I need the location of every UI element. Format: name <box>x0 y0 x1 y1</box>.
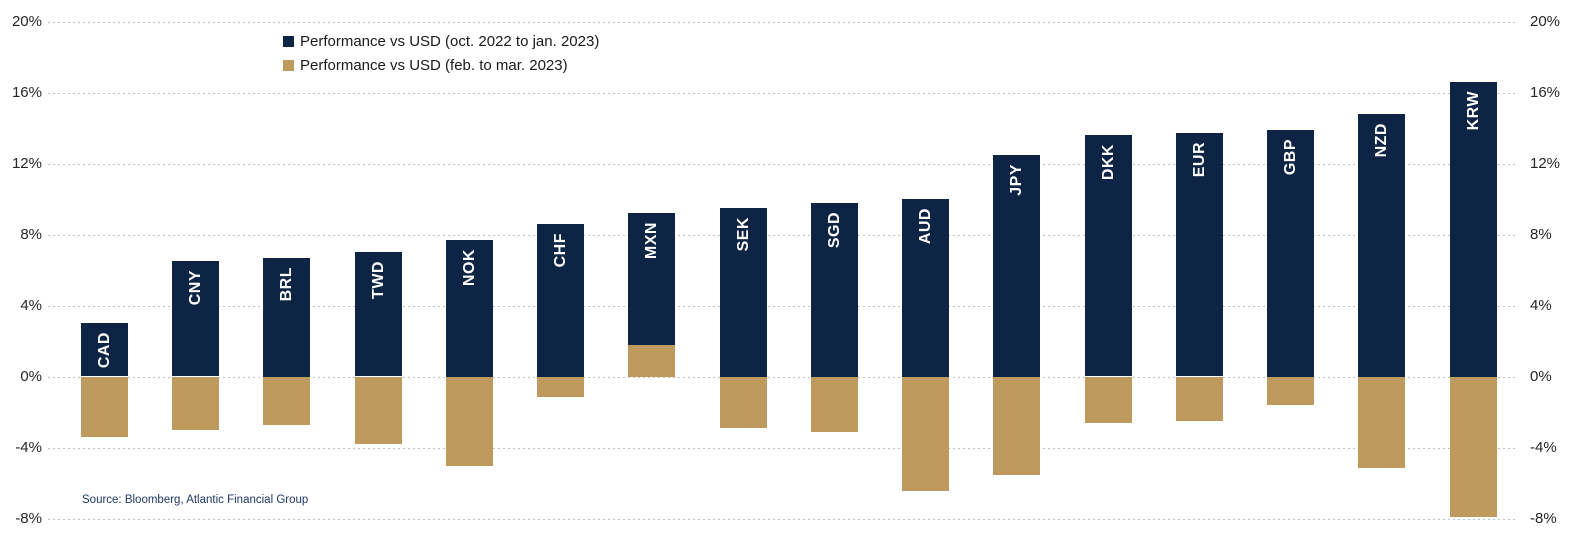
bar-label-nok: NOK <box>460 249 478 287</box>
legend-swatch-tan <box>283 59 294 71</box>
bar-krw-oct-jan: KRW <box>1450 82 1497 377</box>
y-axis-tick-right-12: 12% <box>1530 155 1561 172</box>
bar-chf-feb-mar <box>537 377 584 397</box>
bar-sgd-oct-jan: SGD <box>811 203 858 377</box>
bar-gbp-feb-mar <box>1267 377 1314 405</box>
y-axis-tick-left-12: 12% <box>11 155 42 172</box>
bar-twd-oct-jan: TWD <box>355 252 402 376</box>
bar-label-eur: EUR <box>1190 142 1208 178</box>
bar-label-sgd: SGD <box>825 212 843 249</box>
bar-label-cad: CAD <box>95 332 113 369</box>
bar-sek-feb-mar <box>720 377 767 428</box>
bar-cad-oct-jan: CAD <box>81 323 128 376</box>
bar-label-cny: CNY <box>186 270 204 306</box>
bar-label-aud: AUD <box>916 208 934 245</box>
y-axis-tick-left--8: -8% <box>15 510 42 527</box>
y-axis-tick-left-0: 0% <box>20 368 42 385</box>
bar-label-twd: TWD <box>369 261 387 299</box>
bar-aud-feb-mar <box>902 377 949 491</box>
y-axis-tick-right-8: 8% <box>1530 226 1552 243</box>
legend-item-feb-mar: Performance vs USD (feb. to mar. 2023) <box>283 53 599 77</box>
gridline-16 <box>48 93 1515 94</box>
gridline-4 <box>48 306 1515 307</box>
bar-jpy-feb-mar <box>993 377 1040 475</box>
gridline-20 <box>48 22 1515 23</box>
source-note: Source: Bloomberg, Atlantic Financial Gr… <box>82 494 309 506</box>
legend-swatch-navy <box>283 35 294 47</box>
gridline--8 <box>48 519 1515 520</box>
bar-cny-oct-jan: CNY <box>172 261 219 376</box>
bar-dkk-feb-mar <box>1085 377 1132 423</box>
y-axis-tick-right--8: -8% <box>1530 510 1557 527</box>
bar-sek-oct-jan: SEK <box>720 208 767 377</box>
bar-krw-feb-mar <box>1450 377 1497 517</box>
bar-aud-oct-jan: AUD <box>902 199 949 377</box>
bar-chf-oct-jan: CHF <box>537 224 584 377</box>
bar-label-dkk: DKK <box>1099 144 1117 181</box>
bar-nzd-oct-jan: NZD <box>1358 114 1405 377</box>
bar-sgd-feb-mar <box>811 377 858 432</box>
bar-twd-feb-mar <box>355 377 402 444</box>
bar-label-brl: BRL <box>277 267 295 302</box>
bar-label-nzd: NZD <box>1372 123 1390 158</box>
bar-label-krw: KRW <box>1464 91 1482 131</box>
bar-label-sek: SEK <box>734 217 752 252</box>
bar-label-jpy: JPY <box>1007 164 1025 196</box>
bar-nok-feb-mar <box>446 377 493 466</box>
bar-cny-feb-mar <box>172 377 219 430</box>
bar-mxn-feb-mar <box>628 345 675 377</box>
bar-eur-oct-jan: EUR <box>1176 133 1223 376</box>
y-axis-tick-left--4: -4% <box>15 439 42 456</box>
bar-brl-feb-mar <box>263 377 310 425</box>
bar-label-mxn: MXN <box>642 222 660 260</box>
bar-gbp-oct-jan: GBP <box>1267 130 1314 377</box>
gridline--4 <box>48 448 1515 449</box>
gridline-12 <box>48 164 1515 165</box>
bar-jpy-oct-jan: JPY <box>993 155 1040 377</box>
bar-cad-feb-mar <box>81 377 128 437</box>
legend-label-feb-mar: Performance vs USD (feb. to mar. 2023) <box>300 56 568 74</box>
gridline-0 <box>48 377 1515 378</box>
bar-brl-oct-jan: BRL <box>263 258 310 377</box>
legend-item-oct-jan: Performance vs USD (oct. 2022 to jan. 20… <box>283 29 599 53</box>
bar-eur-feb-mar <box>1176 377 1223 421</box>
bar-nok-oct-jan: NOK <box>446 240 493 377</box>
y-axis-tick-right-0: 0% <box>1530 368 1552 385</box>
y-axis-tick-left-20: 20% <box>11 13 42 30</box>
y-axis-tick-left-8: 8% <box>20 226 42 243</box>
legend-label-oct-jan: Performance vs USD (oct. 2022 to jan. 20… <box>300 32 600 50</box>
bar-dkk-oct-jan: DKK <box>1085 135 1132 376</box>
y-axis-tick-right-4: 4% <box>1530 297 1552 314</box>
chart-legend: Performance vs USD (oct. 2022 to jan. 20… <box>283 29 599 77</box>
bar-label-chf: CHF <box>551 233 569 268</box>
y-axis-tick-left-16: 16% <box>11 84 42 101</box>
bar-nzd-feb-mar <box>1358 377 1405 468</box>
y-axis-tick-right--4: -4% <box>1530 439 1557 456</box>
y-axis-tick-left-4: 4% <box>20 297 42 314</box>
bar-label-gbp: GBP <box>1281 139 1299 176</box>
y-axis-tick-right-16: 16% <box>1530 84 1561 101</box>
gridline-8 <box>48 235 1515 236</box>
y-axis-tick-right-20: 20% <box>1530 13 1561 30</box>
